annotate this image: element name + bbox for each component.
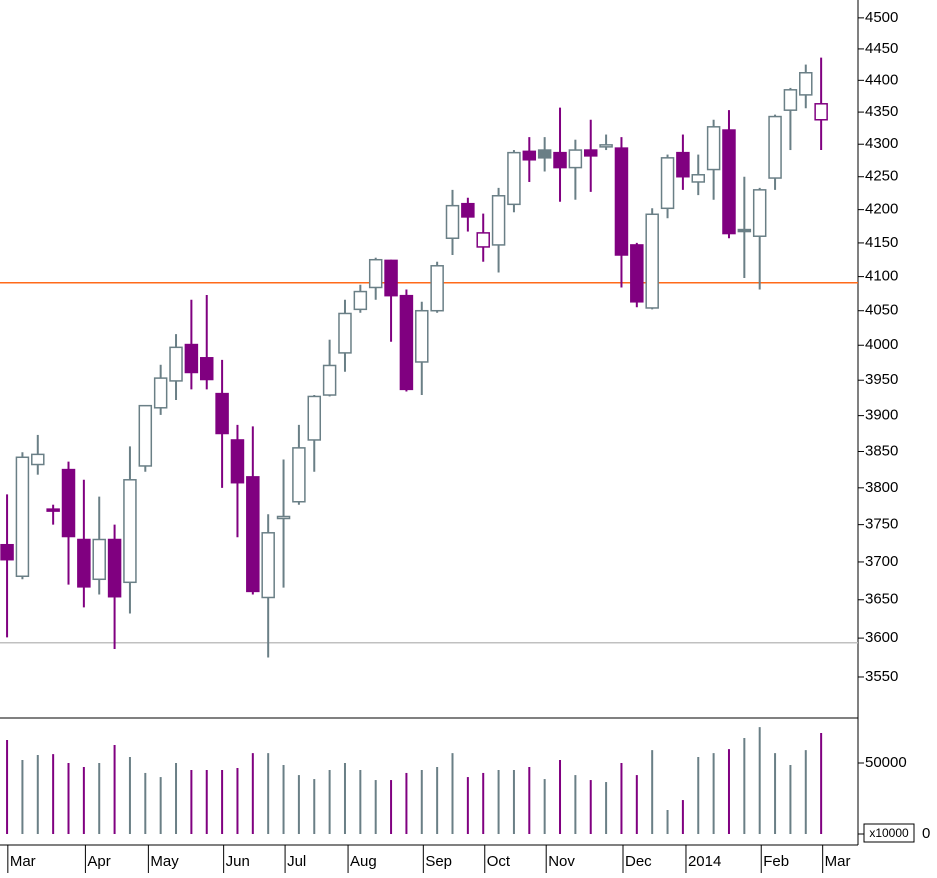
candle-body [476, 232, 490, 248]
candle-body [276, 515, 291, 520]
candle-body [184, 343, 199, 374]
candle-body [660, 157, 675, 210]
candle-body [583, 149, 598, 157]
y-tick-label: 4300 [865, 135, 898, 152]
candle-body [322, 364, 337, 396]
candle-body [599, 144, 613, 148]
candle-body [123, 479, 137, 584]
y-tick-label: 4050 [865, 302, 898, 319]
candle-body [138, 404, 153, 467]
candle-body [537, 149, 552, 159]
candle-body [691, 174, 706, 183]
x-tick-label: Jul [287, 853, 306, 870]
x-tick-label: Aug [350, 853, 377, 870]
candle-body [768, 115, 782, 179]
candle-body [0, 543, 14, 561]
volume-tick-label: 0 [922, 825, 930, 842]
candle-body [31, 453, 45, 466]
candle-body [77, 538, 91, 588]
x-tick-label: Dec [625, 853, 652, 870]
candle-body [645, 213, 659, 309]
candle-body [46, 508, 60, 512]
candle-body [338, 312, 352, 354]
candle-body [752, 189, 767, 237]
y-tick-label: 4350 [865, 103, 898, 120]
x-tick-label: Sep [425, 853, 452, 870]
y-tick-label: 4200 [865, 201, 898, 218]
volume-multiplier: x10000 [869, 826, 909, 840]
y-tick-label: 4400 [865, 71, 898, 88]
candle-body [722, 129, 736, 235]
candle-body [368, 258, 383, 289]
candle-body [706, 126, 721, 171]
candle-body [799, 72, 813, 96]
x-tick-label: 2014 [688, 853, 721, 870]
volume-tick-label: 50000 [865, 754, 907, 771]
x-tick-label: May [150, 853, 179, 870]
candle-body [430, 265, 444, 312]
candle-body [199, 357, 214, 381]
y-tick-label: 3700 [865, 553, 898, 570]
candle-body [461, 202, 475, 218]
candle-body [15, 456, 30, 578]
candle-body [491, 195, 506, 246]
candle-body [676, 151, 690, 178]
candle-body [568, 149, 583, 169]
candle-body [292, 447, 306, 503]
y-tick-label: 3950 [865, 371, 898, 388]
y-tick-label: 3850 [865, 442, 898, 459]
candle-body [230, 439, 245, 484]
candle-body [169, 346, 183, 382]
candle-body [630, 244, 644, 303]
candle-body [507, 151, 521, 206]
candle-body [737, 228, 752, 233]
candle-body [307, 395, 322, 441]
candle-body [522, 150, 537, 161]
x-tick-label: Mar [825, 853, 851, 870]
x-tick-label: Apr [87, 853, 110, 870]
candle-body [384, 259, 398, 297]
x-tick-label: Jun [226, 853, 250, 870]
y-tick-label: 3550 [865, 668, 898, 685]
y-tick-label: 4450 [865, 40, 898, 57]
y-tick-label: 4000 [865, 336, 898, 353]
candle-body [814, 103, 828, 121]
candle-body [399, 294, 414, 391]
candle-body [107, 538, 122, 598]
candle-body [553, 151, 567, 169]
x-tick-label: Oct [487, 853, 511, 870]
candle-body [261, 532, 275, 599]
y-tick-label: 4250 [865, 168, 898, 185]
y-tick-label: 3750 [865, 516, 898, 533]
candle-body [445, 204, 460, 239]
candle-body [215, 392, 229, 435]
multiplier-box [863, 823, 915, 843]
candle-body [614, 147, 629, 256]
y-tick-label: 4150 [865, 234, 898, 251]
y-tick-label: 3650 [865, 591, 898, 608]
x-tick-label: Feb [763, 853, 789, 870]
candle-body [246, 476, 260, 593]
y-tick-label: 3600 [865, 629, 898, 646]
x-tick-label: Mar [10, 853, 36, 870]
candle-body [353, 290, 368, 311]
y-tick-label: 3800 [865, 479, 898, 496]
candle-body [153, 377, 168, 409]
candle-body [92, 538, 106, 581]
y-tick-label: 4100 [865, 268, 898, 285]
candle-body [61, 468, 76, 538]
y-tick-label: 3900 [865, 407, 898, 424]
candle-body [415, 309, 429, 363]
candle-body [783, 89, 798, 111]
y-tick-label: 4500 [865, 9, 898, 26]
x-tick-label: Nov [548, 853, 575, 870]
